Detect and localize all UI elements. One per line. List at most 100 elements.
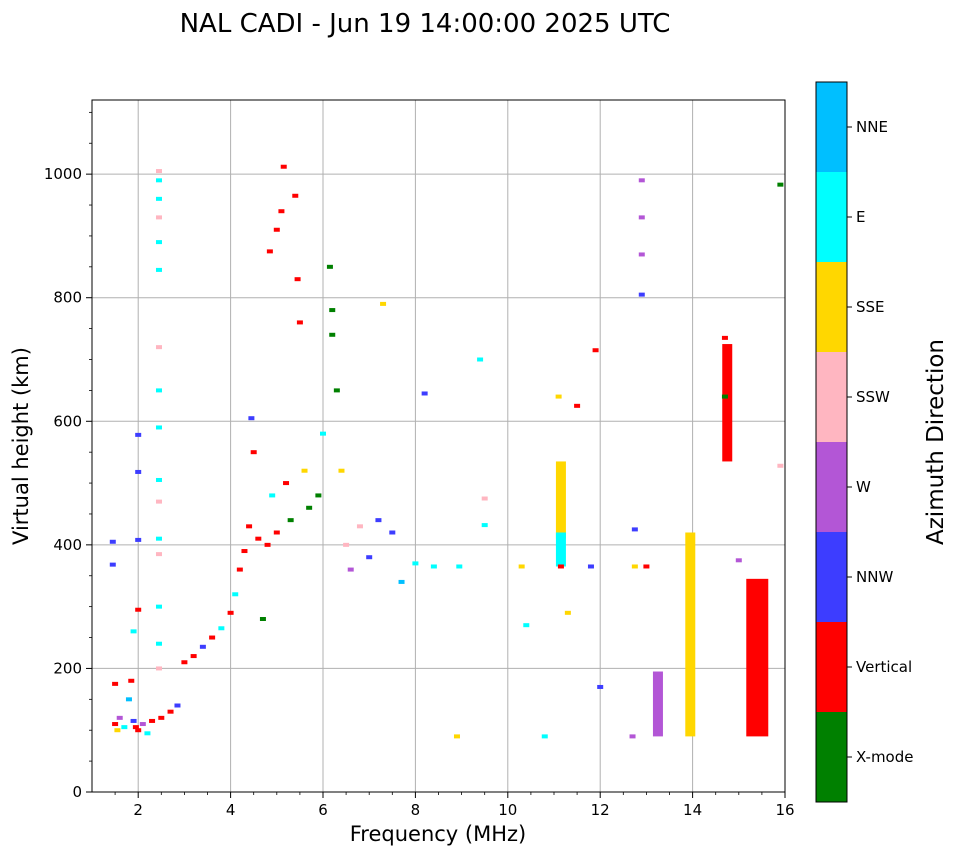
echo-point bbox=[109, 539, 116, 544]
echo-point bbox=[232, 592, 239, 597]
echo-point bbox=[155, 215, 162, 220]
echo-point bbox=[155, 345, 162, 350]
y-tick-label: 400 bbox=[53, 536, 82, 554]
x-tick-label: 4 bbox=[226, 801, 236, 819]
colorbar: X-mode Vertical NNW W SSW SSE E NNE bbox=[815, 81, 913, 803]
echo-point bbox=[149, 718, 156, 723]
echo-point bbox=[398, 579, 405, 584]
colorbar-label: Vertical bbox=[856, 658, 912, 676]
echo-point bbox=[574, 403, 581, 408]
colorbar-label: X-mode bbox=[856, 748, 913, 766]
echo-column bbox=[746, 578, 769, 737]
echo-point bbox=[292, 193, 299, 198]
x-tick-label: 8 bbox=[411, 801, 421, 819]
x-tick-label: 16 bbox=[775, 801, 794, 819]
echo-point bbox=[121, 725, 128, 730]
echo-point bbox=[135, 728, 142, 733]
echo-column bbox=[652, 671, 663, 737]
echo-point bbox=[155, 178, 162, 183]
echo-point bbox=[631, 564, 638, 569]
colorbar-segment bbox=[816, 532, 847, 622]
echo-point bbox=[132, 725, 139, 730]
echo-point bbox=[283, 481, 290, 486]
echo-point bbox=[155, 169, 162, 174]
echo-point bbox=[112, 681, 119, 686]
echo-point bbox=[128, 678, 135, 683]
echo-point bbox=[343, 542, 350, 547]
echo-point bbox=[481, 523, 488, 528]
echo-point bbox=[380, 301, 387, 306]
echo-point bbox=[280, 164, 287, 169]
echo-point bbox=[347, 567, 354, 572]
echo-point bbox=[456, 564, 463, 569]
colorbar-label: SSW bbox=[856, 388, 890, 406]
colorbar-label: NNW bbox=[856, 568, 893, 586]
echo-point bbox=[777, 463, 784, 468]
colorbar-label: E bbox=[856, 208, 865, 226]
y-tick-label: 800 bbox=[53, 289, 82, 307]
echo-column bbox=[555, 532, 566, 567]
echo-point bbox=[241, 549, 248, 554]
echo-column bbox=[685, 532, 696, 737]
echo-point bbox=[294, 277, 301, 282]
y-tick-label: 600 bbox=[53, 412, 82, 430]
colorbar-frame bbox=[815, 81, 848, 803]
echo-point bbox=[777, 182, 784, 187]
echo-point bbox=[597, 684, 604, 689]
echo-point bbox=[155, 388, 162, 393]
echo-point bbox=[135, 537, 142, 542]
echo-point bbox=[158, 715, 165, 720]
echo-point bbox=[135, 432, 142, 437]
echo-point bbox=[130, 629, 137, 634]
echo-point bbox=[320, 431, 326, 436]
echo-point bbox=[638, 292, 645, 297]
echo-point bbox=[114, 728, 121, 733]
echo-point bbox=[155, 552, 162, 557]
echo-point bbox=[541, 734, 548, 739]
x-tick-label: 6 bbox=[318, 801, 328, 819]
echo-point bbox=[735, 558, 742, 563]
colorbar-segment bbox=[816, 352, 847, 442]
echo-point bbox=[356, 524, 363, 529]
echo-point bbox=[269, 493, 276, 498]
echo-point bbox=[250, 450, 257, 455]
echo-marks bbox=[109, 164, 784, 739]
echo-column bbox=[555, 461, 566, 539]
echo-point bbox=[190, 654, 197, 659]
echo-point bbox=[453, 734, 460, 739]
echo-point bbox=[264, 542, 271, 547]
x-tick-label: 12 bbox=[591, 801, 610, 819]
grid-lines bbox=[92, 100, 786, 793]
y-axis-ticks: 0 200 400 600 800 1000 bbox=[44, 111, 92, 801]
plot-frame bbox=[91, 99, 786, 793]
echo-point bbox=[430, 564, 437, 569]
colorbar-segment bbox=[816, 622, 847, 712]
echo-point bbox=[518, 564, 525, 569]
echo-point bbox=[125, 697, 132, 702]
echo-point bbox=[167, 709, 174, 714]
echo-point bbox=[144, 731, 151, 736]
echo-point bbox=[209, 635, 216, 640]
echo-point bbox=[227, 610, 234, 615]
x-axis-label: Frequency (MHz) bbox=[350, 822, 526, 846]
echo-point bbox=[721, 394, 728, 399]
colorbar-title: Azimuth Direction bbox=[923, 339, 949, 545]
echo-point bbox=[306, 505, 313, 510]
echo-point bbox=[278, 209, 285, 214]
echo-point bbox=[155, 425, 162, 430]
echo-point bbox=[477, 357, 484, 362]
echo-point bbox=[259, 617, 266, 621]
echo-point bbox=[139, 722, 146, 727]
x-tick-label: 14 bbox=[683, 801, 702, 819]
echo-point bbox=[557, 564, 564, 569]
echo-point bbox=[329, 332, 336, 337]
colorbar-segment bbox=[816, 442, 847, 532]
echo-column bbox=[722, 344, 733, 462]
echo-point bbox=[412, 561, 419, 566]
echo-point bbox=[523, 623, 530, 628]
echo-point bbox=[301, 468, 308, 473]
echo-point bbox=[287, 518, 294, 523]
echo-point bbox=[246, 524, 253, 529]
echo-point bbox=[181, 660, 188, 665]
